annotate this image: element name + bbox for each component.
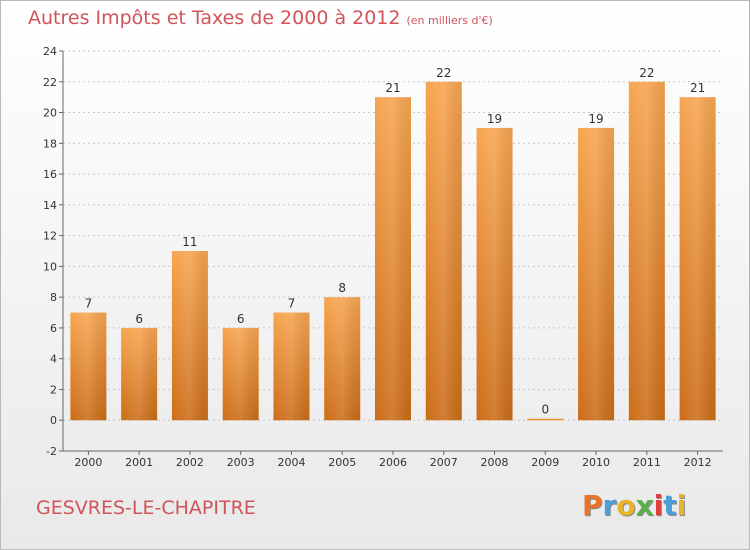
y-tick-label: 16 xyxy=(43,168,57,181)
data-label-2000: 7 xyxy=(85,297,93,311)
y-tick-label: 14 xyxy=(43,199,57,212)
x-tick-label: 2000 xyxy=(74,456,102,469)
data-label-2005: 8 xyxy=(338,281,346,295)
y-tick-label: 12 xyxy=(43,230,57,243)
chart-title: Autres Impôts et Taxes de 2000 à 2012 (en… xyxy=(28,7,493,29)
data-label-2009: 0 xyxy=(541,403,549,417)
x-tick-label: 2006 xyxy=(379,456,407,469)
bar-shade-2003 xyxy=(222,327,259,421)
bar-shade-2002 xyxy=(171,251,208,421)
data-label-2003: 6 xyxy=(237,312,245,326)
x-tick-label: 2004 xyxy=(277,456,305,469)
bar-shade-2012 xyxy=(679,97,716,421)
data-label-2008: 19 xyxy=(487,112,502,126)
location-name: GESVRES-LE-CHAPITRE xyxy=(36,497,256,519)
x-tick-label: 2009 xyxy=(531,456,559,469)
bar-shade-2008 xyxy=(476,127,513,421)
bar-shade-2000 xyxy=(70,312,107,421)
y-tick-label: 2 xyxy=(50,383,57,396)
y-tick-label: 6 xyxy=(50,322,57,335)
x-tick-label: 2011 xyxy=(633,456,661,469)
y-tick-label: 22 xyxy=(43,76,57,89)
x-tick-label: 2005 xyxy=(328,456,356,469)
x-tick-label: 2012 xyxy=(684,456,712,469)
x-tick-label: 2008 xyxy=(481,456,509,469)
x-tick-label: 2003 xyxy=(227,456,255,469)
label-layer: 7 6 11 6 7 8 21 22 19 0 19 22 21 xyxy=(85,66,706,417)
data-label-2011: 22 xyxy=(639,66,654,80)
chart-subtitle: (en milliers d'€) xyxy=(406,14,493,27)
bar-2009 xyxy=(527,418,564,421)
y-tick-label: 4 xyxy=(50,353,57,366)
data-label-2004: 7 xyxy=(288,297,296,311)
proxiti-logo: Proxiti xyxy=(582,489,686,522)
bar-shade-2004 xyxy=(273,312,310,421)
bar-shade-2007 xyxy=(425,81,462,421)
x-tick-label: 2001 xyxy=(125,456,153,469)
data-label-2012: 21 xyxy=(690,81,705,95)
bar-shade-2010 xyxy=(578,127,615,421)
data-label-2006: 21 xyxy=(385,81,400,95)
y-tick-label: -2 xyxy=(46,445,57,458)
bar-shade-2011 xyxy=(628,81,665,421)
logo-letter: t xyxy=(663,489,677,522)
data-label-2002: 11 xyxy=(182,235,197,249)
y-tick-label: 24 xyxy=(43,45,57,58)
logo-letter: o xyxy=(616,489,636,522)
chart-title-text: Autres Impôts et Taxes de 2000 à 2012 xyxy=(28,7,401,29)
logo-letter: P xyxy=(582,489,603,522)
data-label-2007: 22 xyxy=(436,66,451,80)
y-tick-label: 10 xyxy=(43,260,57,273)
bar-shade-2001 xyxy=(121,327,158,421)
x-tick-label: 2007 xyxy=(430,456,458,469)
y-tick-label: 20 xyxy=(43,107,57,120)
data-label-2010: 19 xyxy=(588,112,603,126)
y-tick-label: 0 xyxy=(50,414,57,427)
bar-layer xyxy=(70,81,716,421)
logo-letter: i xyxy=(676,489,687,522)
x-tick-label: 2010 xyxy=(582,456,610,469)
x-tick-label: 2002 xyxy=(176,456,204,469)
y-tick-label: 8 xyxy=(50,291,57,304)
y-tick-label: 18 xyxy=(43,137,57,150)
logo-letter: r xyxy=(602,489,617,522)
bar-shade-2005 xyxy=(324,297,361,421)
logo-letter: x xyxy=(635,489,654,522)
data-label-2001: 6 xyxy=(135,312,143,326)
logo-letter: i xyxy=(653,489,664,522)
bar-shade-2006 xyxy=(375,97,411,421)
